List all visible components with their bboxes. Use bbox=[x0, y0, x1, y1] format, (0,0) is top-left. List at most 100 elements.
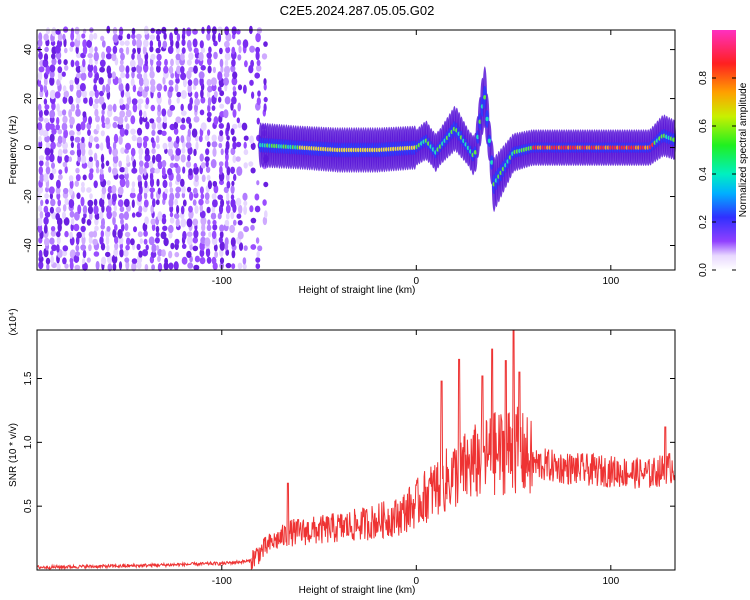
spectrogram-cell bbox=[181, 256, 188, 265]
spectrogram-cell bbox=[213, 184, 219, 194]
spectrogram-cell bbox=[211, 134, 217, 142]
spectrogram-cell bbox=[62, 204, 67, 212]
spectrogram-cell bbox=[92, 103, 99, 110]
spectrogram-cell bbox=[125, 91, 131, 98]
spectrogram-cell bbox=[125, 142, 131, 150]
spectrogram-cell bbox=[120, 52, 125, 61]
spectrogram-cell bbox=[62, 109, 67, 116]
spectrogram-cell bbox=[45, 121, 51, 132]
spectrogram-cell bbox=[144, 85, 150, 92]
spectrogram-cell bbox=[219, 103, 225, 109]
spectrogram-cell bbox=[126, 95, 132, 105]
spectrogram-cell bbox=[100, 142, 104, 151]
spectrogram-cell bbox=[263, 41, 268, 47]
colorbar-tick-label: 0.2 bbox=[698, 215, 709, 229]
spectrogram-cell bbox=[226, 122, 230, 132]
spectrogram-cell bbox=[224, 96, 231, 105]
spectrogram-cell bbox=[199, 76, 204, 87]
spectrogram-cell bbox=[139, 116, 143, 125]
spectrogram-cell bbox=[69, 257, 74, 264]
spectrogram-cell bbox=[117, 199, 124, 207]
spectrogram-cell bbox=[117, 229, 123, 239]
spectrogram-cell bbox=[87, 63, 94, 73]
spectrogram-cell bbox=[138, 86, 143, 92]
spectrogram-cell bbox=[211, 141, 218, 148]
spectrogram-cell bbox=[155, 245, 160, 251]
spectrogram-cell bbox=[176, 33, 181, 42]
x-tick-label: 100 bbox=[602, 576, 619, 587]
spectrogram-cell bbox=[243, 245, 248, 251]
spectrogram-cell bbox=[224, 52, 231, 61]
spectrogram-cell bbox=[39, 160, 44, 167]
spectrogram-cell bbox=[57, 135, 63, 144]
spectrogram-cell bbox=[243, 205, 248, 215]
spectrogram-cell bbox=[224, 40, 230, 48]
spectrogram-cell bbox=[105, 53, 112, 60]
spectrogram-cell bbox=[149, 171, 154, 182]
spectrogram-cell bbox=[200, 65, 206, 71]
spectrogram-cell bbox=[99, 197, 105, 208]
spectrogram-cell bbox=[236, 117, 240, 124]
spectrogram-cell bbox=[74, 76, 80, 85]
spectrogram-cell bbox=[137, 98, 144, 105]
spectrogram-cell bbox=[131, 212, 136, 218]
spectrogram-cell bbox=[132, 38, 137, 47]
spectrogram-cell bbox=[217, 194, 223, 200]
spectrogram-cell bbox=[131, 186, 136, 194]
spectrogram-cell bbox=[187, 236, 193, 246]
spectrogram-cell bbox=[101, 40, 106, 48]
spectrogram-cell bbox=[157, 91, 162, 99]
spectrogram-cell bbox=[119, 110, 126, 118]
spectrogram-cell bbox=[181, 192, 186, 199]
spectrogram-cell bbox=[105, 235, 110, 246]
spectrogram-cell bbox=[219, 179, 224, 186]
spectrogram-cell bbox=[119, 40, 125, 46]
spectrogram-cell bbox=[211, 193, 217, 200]
spectrogram-cell bbox=[164, 257, 169, 265]
spectrogram-cell bbox=[44, 104, 50, 110]
spectrogram-cell bbox=[86, 39, 92, 49]
spectrogram-cell bbox=[212, 33, 216, 43]
spectrogram-cell bbox=[263, 96, 268, 103]
spectrogram-cell bbox=[199, 186, 204, 195]
spectrogram-cell bbox=[163, 115, 167, 124]
spectrogram-cell bbox=[167, 148, 174, 157]
spectrogram-cell bbox=[150, 78, 156, 87]
y-tick-label: 40 bbox=[23, 44, 34, 56]
spectrogram-cell bbox=[88, 172, 94, 181]
spectrogram-cell bbox=[69, 179, 74, 189]
spectrogram-cell bbox=[105, 83, 111, 94]
spectrogram-peak bbox=[485, 116, 489, 122]
spectrogram-cell bbox=[95, 143, 100, 149]
spectrogram-cell bbox=[57, 154, 62, 164]
spectrogram-cell bbox=[163, 261, 169, 271]
spectrogram-cell bbox=[238, 45, 242, 54]
spectrogram-cell bbox=[232, 86, 236, 92]
spectrogram-cell bbox=[261, 53, 268, 60]
spectrogram-cell bbox=[200, 122, 207, 131]
spectrogram-cell bbox=[80, 121, 86, 131]
spectrogram-cell bbox=[157, 187, 162, 195]
snr-frame bbox=[36, 329, 676, 571]
spectrogram-cell bbox=[58, 174, 63, 180]
spectrogram-cell bbox=[82, 39, 87, 48]
spectrogram-cell bbox=[188, 205, 193, 213]
spectrogram-cell bbox=[143, 230, 148, 237]
spectrogram-cell bbox=[237, 84, 243, 91]
spectrogram-cell bbox=[174, 238, 180, 245]
spectrogram-cell bbox=[75, 251, 80, 257]
spectrogram-cell bbox=[143, 199, 149, 208]
spectrogram-cell bbox=[136, 243, 141, 251]
spectrogram-cell bbox=[82, 111, 87, 118]
spectrogram-cell bbox=[93, 51, 100, 62]
spectrogram-cell bbox=[217, 86, 222, 92]
spectrogram-cell bbox=[118, 135, 123, 145]
spectrogram-cell bbox=[57, 199, 61, 207]
spectrogram-cell bbox=[205, 148, 210, 156]
spectrogram-cell bbox=[130, 238, 135, 246]
spectrogram-cell bbox=[176, 205, 180, 214]
spectrogram-cell bbox=[106, 226, 111, 232]
spectrogram-cell bbox=[142, 45, 147, 55]
spectrogram-cell bbox=[112, 141, 117, 150]
spectrogram-cell bbox=[242, 192, 248, 201]
